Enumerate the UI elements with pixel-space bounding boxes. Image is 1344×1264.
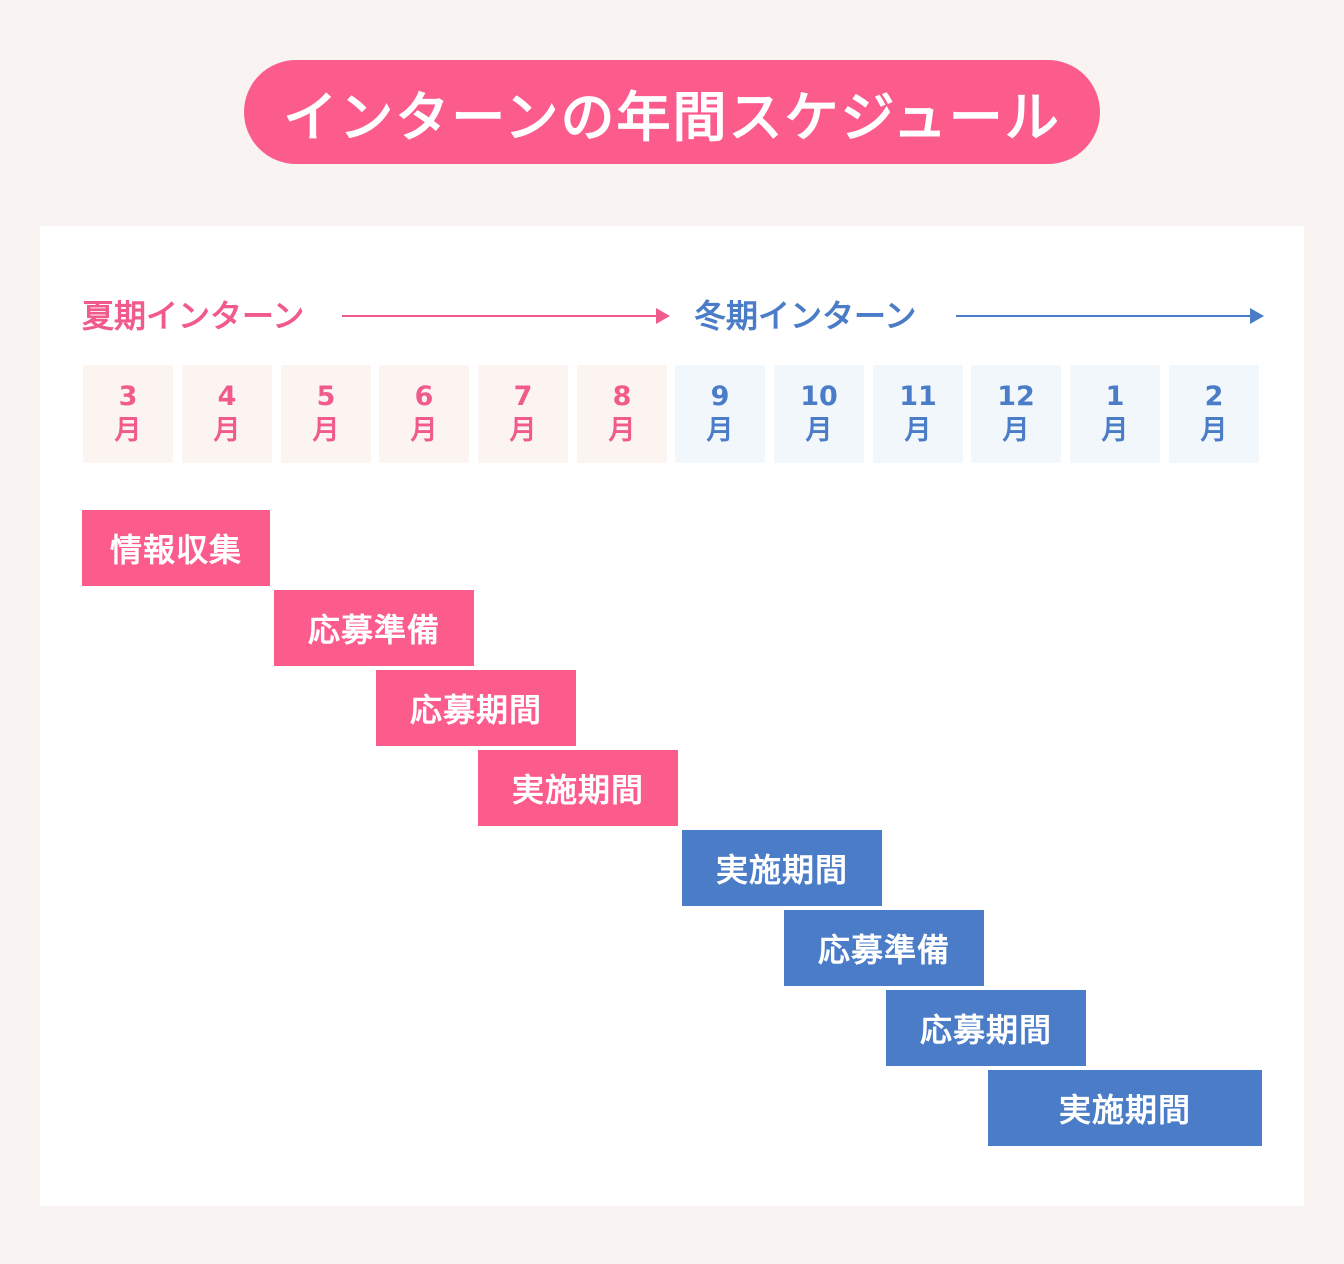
month-number: 8 [612, 381, 632, 412]
month-unit: 月 [805, 415, 833, 446]
summer-arrow-head-icon [656, 308, 670, 324]
month-number: 12 [997, 381, 1035, 412]
month-number: 10 [800, 381, 838, 412]
month-cell: 2 月 [1169, 365, 1259, 463]
month-cell: 10 月 [774, 365, 864, 463]
month-number: 6 [414, 381, 434, 412]
month-unit: 月 [410, 415, 438, 446]
phase-bar-summer-application-prep: 応募準備 [274, 590, 474, 666]
winter-arrow-line [956, 315, 1252, 317]
month-cell: 11 月 [873, 365, 963, 463]
phase-bar-winter-implementation: 実施期間 [682, 830, 882, 906]
month-unit: 月 [1002, 415, 1030, 446]
month-number: 9 [710, 381, 730, 412]
phase-bar-winter-application-prep: 応募準備 [784, 910, 984, 986]
month-number: 11 [899, 381, 937, 412]
month-unit: 月 [213, 415, 241, 446]
month-cell: 12 月 [971, 365, 1061, 463]
winter-arrow-head-icon [1250, 308, 1264, 324]
month-cell: 1 月 [1070, 365, 1160, 463]
winter-intern-label: 冬期インターン [694, 297, 917, 335]
month-number: 4 [217, 381, 237, 412]
month-cell: 3 月 [83, 365, 173, 463]
page-title: インターンの年間スケジュール [244, 60, 1100, 164]
month-unit: 月 [706, 415, 734, 446]
month-unit: 月 [904, 415, 932, 446]
month-unit: 月 [114, 415, 142, 446]
month-number: 5 [316, 381, 336, 412]
month-cell: 4 月 [182, 365, 272, 463]
month-number: 1 [1105, 381, 1125, 412]
summer-arrow-line [342, 315, 658, 317]
month-cell: 5 月 [281, 365, 371, 463]
phase-bar-winter-application-period: 応募期間 [886, 990, 1086, 1066]
month-number: 7 [513, 381, 533, 412]
month-unit: 月 [312, 415, 340, 446]
month-unit: 月 [509, 415, 537, 446]
month-number: 2 [1204, 381, 1224, 412]
phase-bar-summer-information-gathering: 情報収集 [82, 510, 270, 586]
month-number: 3 [118, 381, 138, 412]
month-unit: 月 [1200, 415, 1228, 446]
phase-bar-winter-implementation-2: 実施期間 [988, 1070, 1262, 1146]
summer-intern-label: 夏期インターン [82, 297, 305, 335]
month-cell: 6 月 [379, 365, 469, 463]
month-unit: 月 [608, 415, 636, 446]
phase-bar-summer-application-period: 応募期間 [376, 670, 576, 746]
month-cell: 7 月 [478, 365, 568, 463]
phase-bar-summer-implementation: 実施期間 [478, 750, 678, 826]
month-cell: 9 月 [675, 365, 765, 463]
month-cell: 8 月 [577, 365, 667, 463]
month-unit: 月 [1101, 415, 1129, 446]
